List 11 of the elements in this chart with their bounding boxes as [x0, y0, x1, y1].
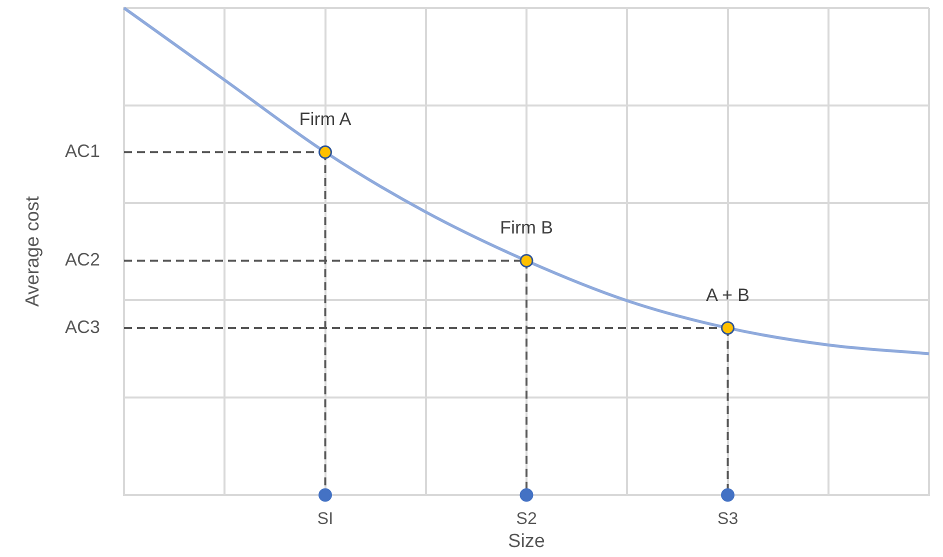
series-label: AC2 — [64, 250, 100, 270]
annotation: Firm A — [299, 109, 352, 130]
y-axis-title: Average cost — [22, 196, 44, 307]
x-axis-title: Size — [508, 530, 545, 552]
series-label: AC3 — [64, 316, 100, 337]
annotation: A + B — [706, 284, 750, 305]
annotation: Firm B — [500, 218, 553, 238]
series-label: AC1 — [64, 141, 100, 162]
x-tick-label: S2 — [516, 508, 537, 528]
x-tick-label: S3 — [717, 508, 738, 528]
x-tick-label: SI — [317, 508, 334, 528]
